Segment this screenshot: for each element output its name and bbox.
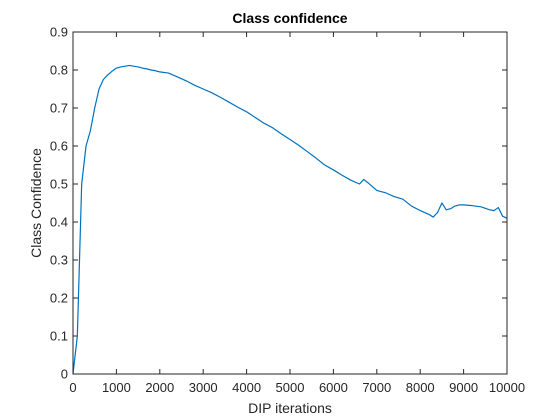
plot-area — [73, 32, 507, 374]
x-tick-label-7: 7000 — [362, 380, 391, 395]
y-tick-label-1: 0.1 — [50, 329, 68, 344]
y-axis-label: Class Confidence — [28, 148, 44, 258]
x-tick-label-2: 2000 — [145, 380, 174, 395]
x-tick-label-3: 3000 — [189, 380, 218, 395]
y-tick-label-3: 0.3 — [50, 253, 68, 268]
series-line-0 — [72, 64, 508, 375]
x-axis-label: DIP iterations — [248, 400, 332, 416]
y-tick-label-5: 0.5 — [50, 177, 68, 192]
y-tick-label-7: 0.7 — [50, 101, 68, 116]
y-tick-label-0: 0 — [61, 367, 68, 382]
x-tick-label-9: 9000 — [449, 380, 478, 395]
axes-box — [72, 31, 508, 375]
x-tick-label-1: 1000 — [102, 380, 131, 395]
x-tick-label-4: 4000 — [232, 380, 261, 395]
x-tick-label-8: 8000 — [406, 380, 435, 395]
x-tick-label-0: 0 — [69, 380, 76, 395]
y-axis-ticks: 0 0.1 0.2 0.3 0.4 0.5 0.6 0.7 0.8 0.9 — [50, 25, 507, 382]
y-tick-label-8: 0.8 — [50, 63, 68, 78]
y-tick-label-2: 0.2 — [50, 291, 68, 306]
x-tick-label-6: 6000 — [319, 380, 348, 395]
chart-title: Class confidence — [232, 10, 347, 26]
series-group — [72, 64, 508, 375]
y-tick-label-4: 0.4 — [50, 215, 68, 230]
y-tick-label-9: 0.9 — [50, 25, 68, 40]
y-tick-label-6: 0.6 — [50, 139, 68, 154]
x-axis-ticks: 0 1000 2000 3000 4000 5000 6000 7000 8000 9000 100… — [69, 32, 525, 395]
x-tick-label-5: 5000 — [276, 380, 305, 395]
x-tick-label-10: 10000 — [489, 380, 525, 395]
